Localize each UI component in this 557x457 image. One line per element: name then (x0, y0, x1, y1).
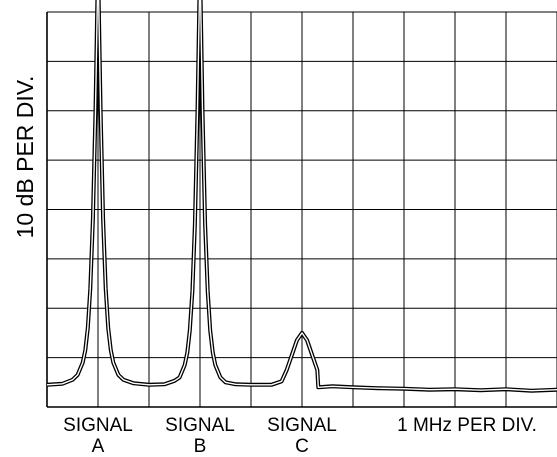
signal-label-line1: SIGNAL (63, 415, 133, 436)
signal-label-line1: SIGNAL (165, 415, 235, 436)
signal-label-line1: SIGNAL (267, 415, 337, 436)
spectrum-trace (47, 0, 557, 392)
signal-label-line2: A (92, 436, 105, 457)
labels: 10 dB PER DIV. 1 MHz PER DIV. SIGNALASIG… (12, 76, 537, 457)
trace-layer (47, 0, 557, 393)
grid (46, 11, 557, 408)
signal-label-line2: C (295, 436, 309, 457)
signal-label-line2: B (194, 436, 207, 457)
x-axis-label: 1 MHz PER DIV. (397, 415, 537, 436)
y-axis-label: 10 dB PER DIV. (12, 76, 38, 239)
